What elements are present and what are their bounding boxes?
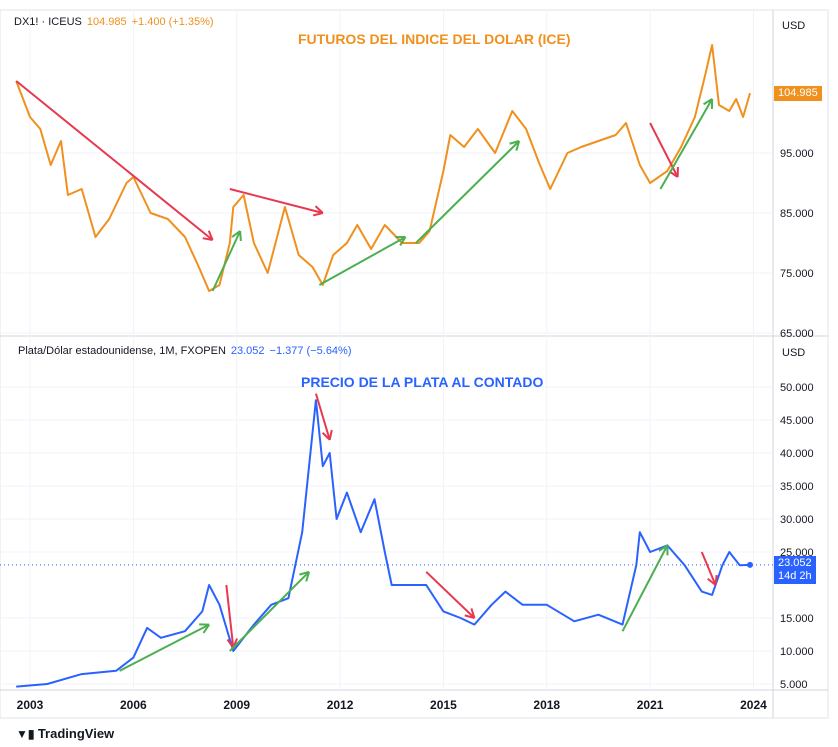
chart-title: PRECIO DE LA PLATA AL CONTADO [301, 374, 544, 390]
y-tick-label: 45.000 [780, 415, 814, 427]
y-tick-label: 65.000 [780, 328, 814, 340]
chart-title: FUTUROS DEL INDICE DEL DOLAR (ICE) [298, 31, 571, 47]
y-tick-label: 85.000 [780, 208, 814, 220]
x-tick-label: 2018 [533, 698, 560, 712]
green-trend-arrow[interactable] [229, 570, 311, 652]
y-tick-label: 5.000 [780, 679, 808, 691]
green-trend-arrow[interactable] [659, 98, 714, 190]
x-tick-label: 2006 [120, 698, 147, 712]
red-trend-arrow[interactable] [314, 393, 333, 441]
x-tick-label: 2021 [637, 698, 664, 712]
legend-bottom: Plata/Dólar estadounidense, 1M, FXOPEN 23… [18, 345, 357, 357]
price-badge: 104.985 [774, 86, 822, 101]
price-change: +1.400 (+1.35%) [131, 16, 214, 28]
y-tick-label: 30.000 [780, 514, 814, 526]
symbol: Plata/Dólar estadounidense, 1M, FXOPEN [18, 345, 226, 357]
x-tick-label: 2015 [430, 698, 457, 712]
red-trend-arrow[interactable] [649, 122, 679, 178]
last-price-dot [747, 561, 754, 568]
y-tick-label: 35.000 [780, 481, 814, 493]
tv-icon: ▼▮ [16, 727, 38, 741]
y-tick-label: 10.000 [780, 646, 814, 658]
red-trend-arrow[interactable] [225, 584, 238, 649]
price-series-line [16, 399, 751, 688]
legend-top: DX1! · ICEUS 104.985 +1.400 (+1.35%) [14, 16, 219, 28]
red-trend-arrow[interactable] [425, 571, 476, 619]
symbol: DX1! · ICEUS [14, 16, 82, 28]
tradingview-logo[interactable]: ▼▮ TradingView [16, 726, 114, 741]
last-price: 23.052 [230, 345, 265, 357]
x-tick-label: 2003 [17, 698, 44, 712]
x-tick-label: 2009 [223, 698, 250, 712]
green-trend-arrow[interactable] [318, 236, 407, 286]
green-trend-arrow[interactable] [211, 230, 242, 292]
x-tick-label: 2012 [327, 698, 354, 712]
badge-price: 23.052 [778, 557, 812, 569]
brand-name: TradingView [37, 726, 115, 741]
currency-label[interactable]: USD [782, 20, 806, 32]
red-trend-arrow[interactable] [700, 551, 718, 586]
chart-frame [0, 9, 829, 719]
y-tick-label: 40.000 [780, 448, 814, 460]
y-tick-label: 95.000 [780, 148, 814, 160]
y-tick-label: 75.000 [780, 268, 814, 280]
y-tick-label: 50.000 [780, 382, 814, 394]
price-series-line [15, 44, 751, 292]
red-trend-arrow[interactable] [229, 188, 324, 217]
badge-countdown: 14d 2h [778, 570, 812, 582]
currency-label[interactable]: USD [782, 347, 806, 359]
green-trend-arrow[interactable] [415, 140, 521, 244]
price-change: −1.377 (−5.64%) [269, 345, 352, 357]
green-trend-arrow[interactable] [119, 623, 210, 672]
price-badge: 23.052 14d 2h [774, 556, 816, 584]
y-tick-label: 15.000 [780, 613, 814, 625]
green-trend-arrow[interactable] [621, 544, 669, 632]
red-trend-arrow[interactable] [15, 80, 214, 241]
last-price: 104.985 [86, 16, 127, 28]
x-tick-label: 2024 [740, 698, 767, 712]
